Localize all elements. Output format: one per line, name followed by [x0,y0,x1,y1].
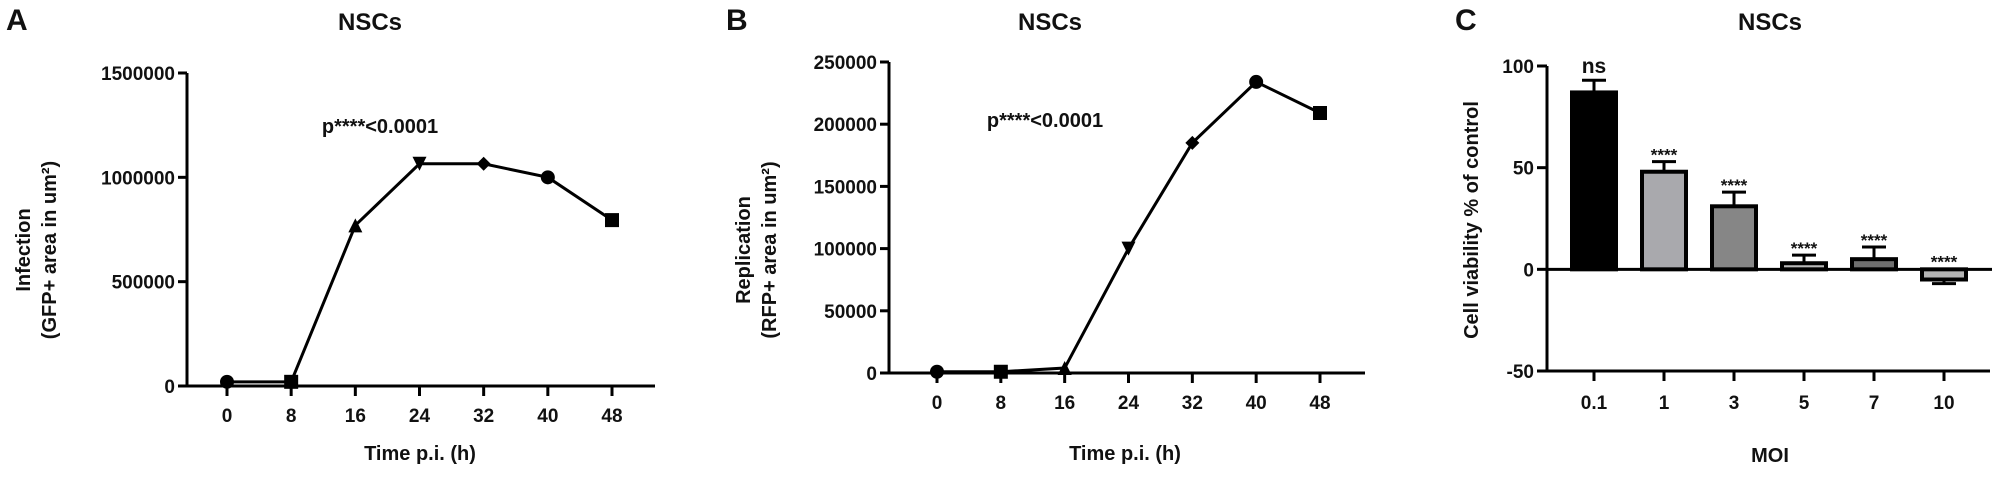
x-tick-label: 0 [222,406,233,427]
y-axis-label-units: (RFP+ area in um²) [759,161,781,338]
significance-label: **** [1721,176,1748,195]
y-tick-label: 1000000 [101,168,175,189]
bar [1710,204,1758,272]
square-marker-icon [284,374,299,389]
panel-title: NSCs [1738,9,1802,36]
x-tick-label: 10 [1933,393,1954,414]
bar [1570,90,1618,272]
y-axis-label: Infection [13,208,35,291]
y-axis-label-units: (GFP+ area in um²) [39,161,61,339]
y-tick-label: 50000 [824,302,877,323]
panel-title: NSCs [1018,9,1082,36]
panel-letter: B [726,4,748,37]
panel-b: B NSCs Replication (RFP+ area in um²) Ti… [726,4,1365,465]
y-axis-label: Cell viability % of control [1461,101,1483,339]
significance-label: **** [1791,239,1818,258]
y-tick-label: 500000 [112,273,175,294]
bar [1640,169,1688,272]
x-tick-label: 48 [1309,393,1330,414]
square-marker-icon [605,213,619,228]
circle-marker-icon [1249,74,1264,89]
bar [1850,257,1898,272]
y-tick-label: 0 [866,364,877,385]
x-tick-label: 40 [537,406,558,427]
y-tick-label: 150000 [814,177,877,198]
y-tick-label: 0 [1523,260,1534,281]
data-line [227,162,613,384]
y-tick-label: 200000 [814,115,877,136]
x-tick-label: 3 [1729,393,1740,414]
x-tick-label: 24 [1118,393,1140,414]
y-tick-label: 100000 [814,240,877,261]
x-tick-label: 0.1 [1581,393,1608,414]
x-tick-label: 1 [1659,393,1670,414]
y-axis-label: Replication [733,196,755,304]
y-tick-label: -50 [1507,362,1534,383]
diamond-marker-icon [476,156,491,171]
x-tick-label: 5 [1799,393,1810,414]
panel-title: NSCs [338,9,402,36]
x-tick-label: 8 [996,393,1007,414]
x-tick-label: 32 [1182,393,1203,414]
y-tick-label: 50 [1513,159,1534,180]
inverted-triangle-marker-icon [412,156,427,171]
x-axis-label: Time p.i. (h) [364,443,476,465]
x-tick-label: 40 [1246,393,1267,414]
axes: 0 50000 100000 150000 200000 250000 0 8 16 24 32 40… [814,53,1365,414]
circle-marker-icon [930,364,944,379]
significance-label: **** [1861,231,1888,250]
panel-letter: A [6,4,28,37]
triangle-marker-icon [348,218,363,233]
x-tick-label: 48 [601,406,622,427]
triangle-marker-icon [1057,361,1072,376]
x-tick-label: 7 [1869,393,1880,414]
diamond-marker-icon [1185,135,1200,150]
y-tick-label: 0 [164,377,175,398]
significance-label: **** [1931,252,1958,271]
circle-marker-icon [540,170,555,185]
x-axis-label: MOI [1751,445,1789,467]
panel-letter: C [1455,4,1477,37]
x-tick-label: 16 [345,406,366,427]
inverted-triangle-marker-icon [1121,241,1136,256]
square-marker-icon [1313,106,1327,121]
y-tick-label: 100 [1502,57,1534,78]
y-tick-label: 1500000 [101,64,175,85]
circle-marker-icon [220,374,234,389]
axes: 0 500000 1000000 1500000 0 8 16 24 32 40 48 [101,64,655,427]
square-marker-icon [993,364,1008,379]
x-tick-label: 16 [1054,393,1075,414]
panel-c: C NSCs Cell viability % of control MOI -… [1455,4,1992,467]
significance-label: ns [1582,55,1607,78]
x-axis-label: Time p.i. (h) [1069,443,1181,465]
x-tick-label: 32 [473,406,494,427]
panel-a: A NSCs Infection (GFP+ area in um²) Time… [6,4,655,465]
y-tick-label: 250000 [814,53,877,74]
significance-annotation: p****<0.0001 [322,116,438,138]
x-tick-label: 8 [286,406,297,427]
axes: -50 0 50 100 ns 0.1 **** 1 **** 3 **** 5 **** 7 **** 10 [1502,55,1992,414]
x-tick-label: 24 [409,406,431,427]
significance-label: **** [1651,146,1678,165]
x-tick-label: 0 [932,393,943,414]
significance-annotation: p****<0.0001 [987,110,1103,132]
